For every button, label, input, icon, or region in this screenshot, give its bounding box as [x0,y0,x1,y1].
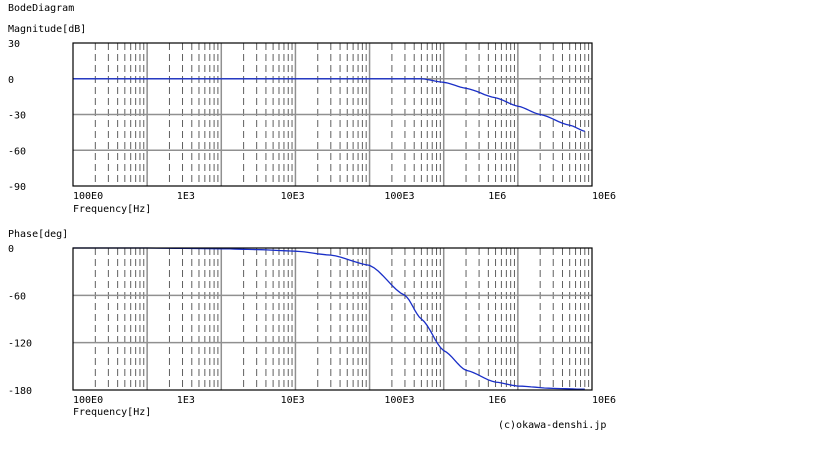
phase-y-ticks: 0 -60 -120 -180 [8,244,32,397]
x-tick-label: 10E6 [592,395,616,406]
x-tick-label: 100E3 [384,191,414,202]
magnitude-grid [73,43,592,186]
x-tick-label: 100E0 [73,191,103,202]
phase-grid [73,248,592,390]
x-tick-label: 10E3 [281,191,305,202]
magnitude-chart: Magnitude[dB] 300-30-60-90 100E0 1E3 10E3 1… [8,24,616,215]
page-title: BodeDiagram [8,3,74,14]
phase-series-line [73,247,585,390]
copyright-text: (c)okawa-denshi.jp [498,420,606,431]
y-tick-label: -60 [8,291,26,302]
phase-plot-frame [72,247,593,391]
x-tick-label: 100E3 [384,395,414,406]
phase-ylabel: Phase[deg] [8,229,68,240]
x-tick-label: 1E3 [177,191,195,202]
y-tick-label: 0 [8,244,14,255]
magnitude-plot-frame [72,42,593,187]
y-tick-label: 30 [8,39,20,50]
x-tick-label: 10E3 [281,395,305,406]
x-tick-label: 1E6 [488,191,506,202]
y-tick-label: -30 [8,111,26,122]
magnitude-x-ticks: 100E0 1E3 10E3 100E3 1E6 10E6 [73,191,616,202]
y-tick-label: -120 [8,339,32,350]
x-tick-label: 10E6 [592,191,616,202]
y-tick-label: -90 [8,182,26,193]
magnitude-y-ticks: 30 0 -30 -60 -90 [8,39,26,193]
phase-xlabel: Frequency[Hz] [73,407,151,418]
y-tick-label: 0 [8,75,14,86]
x-tick-label: 1E3 [177,395,195,406]
phase-chart: Phase[deg] 0-60-120-180 100E0 1E3 10E3 100E… [8,229,616,418]
magnitude-xlabel: Frequency[Hz] [73,204,151,215]
x-tick-label: 100E0 [73,395,103,406]
magnitude-series-line [73,78,585,132]
y-tick-label: -180 [8,386,32,397]
x-tick-label: 1E6 [488,395,506,406]
phase-x-ticks: 100E0 1E3 10E3 100E3 1E6 10E6 [73,395,616,406]
y-tick-label: -60 [8,146,26,157]
magnitude-ylabel: Magnitude[dB] [8,24,86,35]
